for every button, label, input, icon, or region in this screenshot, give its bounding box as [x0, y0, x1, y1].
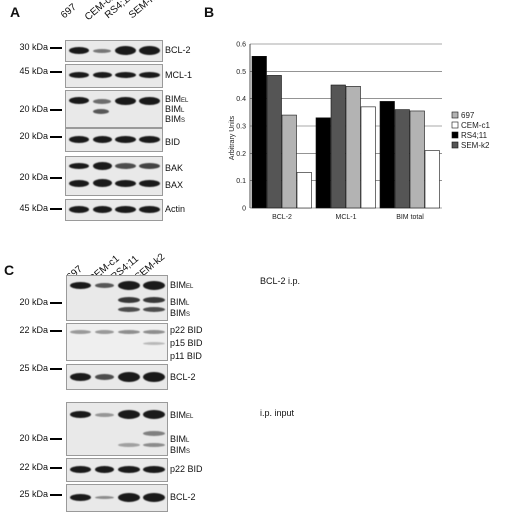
- label-ip-p15: p15 BID: [170, 338, 203, 348]
- label-bimel: BIMEL: [165, 94, 189, 104]
- legend-entry: CEM-c1: [461, 121, 490, 130]
- marker-tick: [50, 208, 62, 210]
- marker-a-2: 45 kDa: [19, 66, 48, 76]
- label-input-bimel: BIMEL: [170, 410, 194, 420]
- marker-a-1: 30 kDa: [19, 42, 48, 52]
- bar-rs4-11-bcl-2: [281, 114, 297, 209]
- section-label-input: i.p. input: [260, 408, 295, 418]
- bar-sem-k2-bcl-2: [296, 172, 312, 209]
- y-tick-label: 0: [242, 206, 246, 213]
- legend-entry: RS4;11: [461, 131, 488, 140]
- label-ip-biml: BIML: [170, 297, 190, 307]
- legend-entry: 697: [461, 111, 475, 120]
- blot-bim: [65, 90, 163, 128]
- y-tick-label: 0.1: [236, 178, 246, 185]
- blot-actin: [65, 199, 163, 221]
- panel-c-letter: C: [4, 262, 15, 278]
- bar-rs4-11-mcl-1: [345, 86, 361, 209]
- panel-b-letter: B: [204, 4, 215, 20]
- legend-swatch: [451, 141, 459, 149]
- marker-c-4: 20 kDa: [19, 433, 48, 443]
- label-bcl2: BCL-2: [165, 45, 191, 55]
- marker-tick: [50, 467, 62, 469]
- blot-mcl1: [65, 64, 163, 88]
- label-ip-bims: BIMS: [170, 308, 191, 318]
- marker-tick: [50, 302, 62, 304]
- blot-bid: [65, 128, 163, 152]
- label-input-bcl2: BCL-2: [170, 492, 196, 502]
- label-bid: BID: [165, 137, 181, 147]
- label-ip-p11: p11 BID: [170, 351, 202, 361]
- legend-swatch: [451, 131, 459, 139]
- marker-a-4: 20 kDa: [19, 131, 48, 141]
- blot-ip-bcl2: [66, 364, 168, 390]
- marker-tick: [50, 71, 62, 73]
- label-bak: BAK: [165, 163, 184, 173]
- marker-tick: [50, 330, 62, 332]
- marker-a-5: 20 kDa: [19, 172, 48, 182]
- x-tick-label: BIM total: [396, 214, 424, 221]
- y-tick-label: 0.4: [236, 96, 246, 103]
- y-tick-label: 0.2: [236, 151, 246, 158]
- bar-697-bcl-2: [251, 55, 267, 209]
- label-input-bims: BIMS: [170, 445, 191, 455]
- label-bims: BIMS: [165, 114, 186, 124]
- marker-tick: [50, 438, 62, 440]
- label-input-biml: BIML: [170, 434, 190, 444]
- label-ip-bimel: BIMEL: [170, 280, 194, 290]
- legend-entry: SEM-k2: [461, 141, 490, 150]
- marker-a-3: 20 kDa: [19, 104, 48, 114]
- label-ip-bcl2: BCL-2: [170, 372, 196, 382]
- blot-input-bcl2: [66, 484, 168, 512]
- x-tick-label: BCL-2: [272, 214, 292, 221]
- blot-bak-bax: [65, 156, 163, 196]
- marker-c-3: 25 kDa: [19, 363, 48, 373]
- label-biml: BIML: [165, 104, 185, 114]
- bim-bcl2-bar-chart: 00.10.20.30.40.50.6 BCL-2 MCL-1 BIM total …: [229, 42, 490, 222]
- bar-sem-k2-bim-total: [424, 150, 440, 209]
- legend-swatch: [451, 121, 459, 129]
- panel-a-letter: A: [10, 4, 21, 20]
- bar-cem-c1-bim-total: [394, 109, 410, 209]
- bar-cem-c1-mcl-1: [330, 84, 346, 209]
- label-actin: Actin: [165, 204, 186, 214]
- bar-697-bim-total: [379, 101, 395, 209]
- marker-tick: [50, 136, 62, 138]
- blot-ip-bid: [66, 323, 168, 361]
- legend-swatch: [451, 111, 459, 119]
- bar-rs4-11-bim-total: [409, 110, 425, 209]
- blot-input-bim: [66, 402, 168, 456]
- marker-c-5: 22 kDa: [19, 462, 48, 472]
- label-input-p22: p22 BID: [170, 464, 203, 474]
- marker-c-2: 22 kDa: [19, 325, 48, 335]
- y-tick-label: 0.5: [236, 69, 246, 76]
- bar-sem-k2-mcl-1: [360, 106, 376, 209]
- blot-input-bid: [66, 458, 168, 482]
- blot-bcl2: [65, 40, 163, 62]
- label-ip-p22: p22 BID: [170, 325, 203, 335]
- marker-c-6: 25 kDa: [19, 489, 48, 499]
- y-tick-label: 0.6: [236, 42, 246, 49]
- label-bax: BAX: [165, 180, 184, 190]
- marker-tick: [50, 109, 62, 111]
- section-label-ip: BCL-2 i.p.: [260, 276, 301, 286]
- lane-label-sem: SEM-k2: [126, 0, 162, 21]
- label-mcl1: MCL-1: [165, 70, 193, 80]
- marker-tick: [50, 47, 62, 49]
- marker-tick: [50, 494, 62, 496]
- marker-c-1: 20 kDa: [19, 297, 48, 307]
- blot-ip-bim: [66, 275, 168, 321]
- bar-cem-c1-bcl-2: [266, 75, 282, 209]
- x-tick-label: MCL-1: [335, 214, 356, 221]
- lane-label-697: 697: [58, 1, 79, 22]
- marker-tick: [50, 177, 62, 179]
- y-tick-label: 0.3: [236, 124, 246, 131]
- chart-ylabel: Arbitrary Units: [229, 115, 236, 160]
- marker-tick: [50, 368, 62, 370]
- bar-697-mcl-1: [315, 117, 331, 209]
- marker-a-6: 45 kDa: [19, 203, 48, 213]
